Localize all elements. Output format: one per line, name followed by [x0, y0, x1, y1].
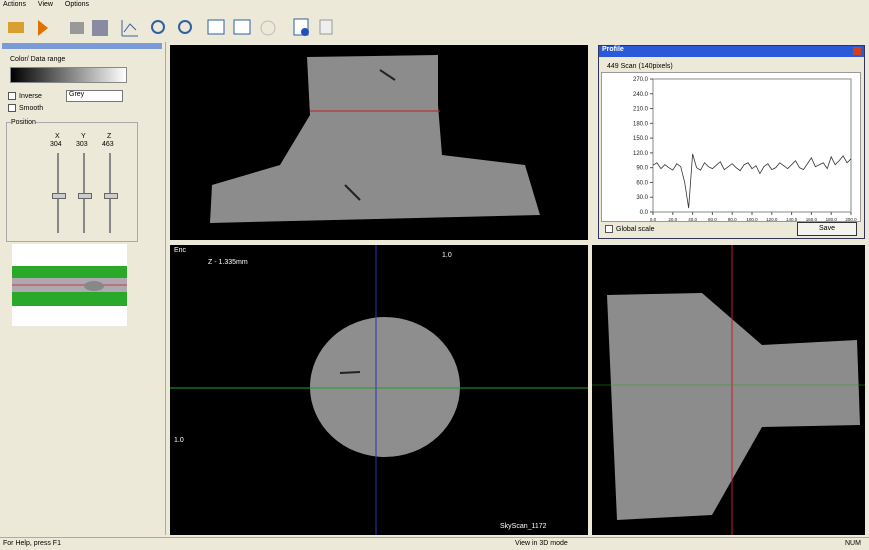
x-tick-label: 140.0 [786, 217, 798, 222]
x-tick-label: 0.0 [650, 217, 657, 222]
status-text: NUM [845, 540, 861, 547]
status-bar: For Help, press F1 View in 3D mode NUM [0, 537, 869, 550]
y-tick-label: 210.0 [633, 107, 649, 113]
label: Position [11, 119, 36, 126]
y-tick-label: 120.0 [633, 151, 649, 157]
z-label: Z - 1.335mm [208, 259, 248, 266]
color-range-bar[interactable] [10, 67, 127, 83]
y-tick-label: 150.0 [633, 136, 649, 142]
x-tick-label: 120.0 [766, 217, 778, 222]
tool-button[interactable] [234, 20, 250, 34]
marker-label: 1.0 [174, 437, 184, 444]
label: Color/ Data range [10, 56, 65, 63]
label: Inverse [19, 93, 42, 100]
slice-image [170, 45, 588, 240]
slice-image [592, 245, 865, 535]
axis-label: Z [107, 133, 111, 140]
thumbnail [12, 244, 127, 326]
corner-label: Enc [174, 247, 186, 254]
viewport-bottom-right[interactable] [592, 245, 865, 535]
coord: 463 [102, 141, 114, 148]
y-tick-label: 270.0 [633, 77, 649, 83]
slider-thumb[interactable] [104, 193, 118, 199]
y-tick-label: 180.0 [633, 121, 649, 127]
position-group: Position X Y Z 304 303 463 [6, 122, 138, 242]
app-window: {"menu":["Actions","View","Options"], "l… [0, 0, 869, 549]
label: Smooth [19, 105, 43, 112]
profile-chart: 0.0 30.0 60.0 90.0 120.0 150.0 180.0 210.0 240.0… [599, 46, 864, 238]
slider-thumb[interactable] [78, 193, 92, 199]
viewport-bottom-left[interactable]: Enc Z - 1.335mm 1.0 1.0 SkyScan_1172 [170, 245, 588, 535]
menu-item[interactable]: View [38, 1, 53, 8]
marker-label: 1.0 [442, 252, 452, 259]
y-tick-label: 0.0 [640, 210, 649, 216]
viewport-top-left[interactable] [170, 45, 588, 240]
coord: 303 [76, 141, 88, 148]
y-tick-label: 90.0 [636, 166, 648, 172]
footer-label: SkyScan_1172 [500, 523, 547, 530]
menu-bar: Actions View Options [3, 1, 99, 8]
global-scale-checkbox[interactable]: Global scale [605, 225, 655, 233]
inverse-checkbox[interactable]: Inverse [8, 92, 42, 100]
plot-area [653, 79, 851, 212]
y-tick-label: 60.0 [636, 180, 648, 186]
x-tick-label: 100.0 [746, 217, 758, 222]
menu-item[interactable]: Options [65, 1, 89, 8]
slice-image [170, 245, 588, 535]
palette-dropdown[interactable]: Grey [66, 90, 123, 102]
x-tick-label: 60.0 [708, 217, 717, 222]
axis-label: X [55, 133, 60, 140]
slider-thumb[interactable] [52, 193, 66, 199]
left-panel: Color/ Data range Inverse Grey Smooth Po… [0, 42, 166, 535]
toolbar [0, 12, 869, 42]
status-text: For Help, press F1 [3, 540, 61, 547]
help-button[interactable] [320, 20, 332, 34]
x-tick-label: 80.0 [728, 217, 737, 222]
x-tick-label: 20.0 [668, 217, 677, 222]
y-tick-label: 240.0 [633, 92, 649, 98]
status-text: View in 3D mode [515, 540, 568, 547]
coord: 304 [50, 141, 62, 148]
label: Grey [67, 91, 84, 98]
menu-item[interactable]: Actions [3, 1, 26, 8]
tool-button[interactable] [70, 22, 84, 34]
save-button[interactable]: Save [797, 222, 857, 236]
open-button[interactable] [8, 22, 24, 33]
axis-label: Y [81, 133, 86, 140]
tool-button[interactable] [92, 20, 108, 36]
smooth-checkbox[interactable]: Smooth [8, 104, 43, 112]
tool-button[interactable] [208, 20, 224, 34]
panel-header [2, 43, 162, 49]
label: Global scale [616, 226, 655, 233]
y-tick-label: 30.0 [636, 195, 648, 201]
x-tick-label: 40.0 [688, 217, 697, 222]
